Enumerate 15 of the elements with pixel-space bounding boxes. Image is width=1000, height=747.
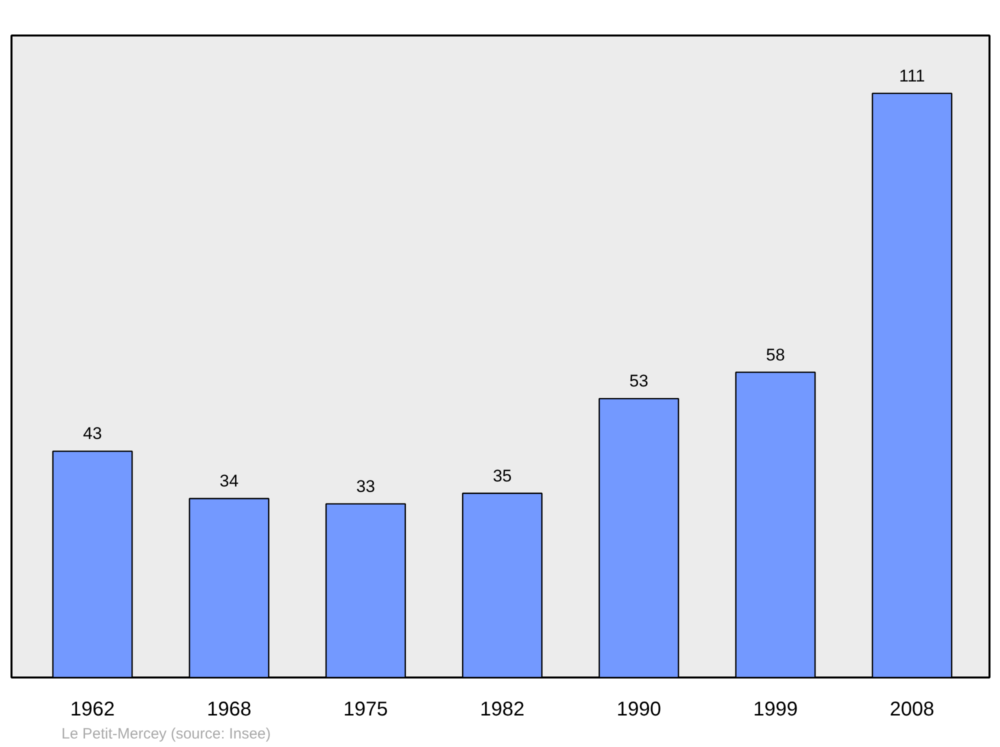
data-label: 34	[220, 472, 239, 491]
x-tick-label: 1968	[206, 698, 252, 720]
data-label: 111	[899, 66, 925, 86]
data-label: 58	[766, 345, 785, 364]
data-label: 35	[492, 466, 512, 486]
x-tick-label: 1975	[343, 698, 388, 720]
data-label: 53	[629, 372, 648, 391]
x-tick-label: 2008	[890, 698, 934, 720]
x-tick-label: 1999	[753, 698, 798, 720]
x-tick-label: 1982	[480, 698, 525, 720]
data-label: 43	[83, 424, 102, 444]
x-tick-label: 1990	[616, 698, 662, 720]
x-tick-label: 1962	[70, 698, 115, 720]
data-label: 33	[356, 476, 376, 496]
text: Le Petit-Mercey (source: Insee)	[62, 726, 271, 742]
